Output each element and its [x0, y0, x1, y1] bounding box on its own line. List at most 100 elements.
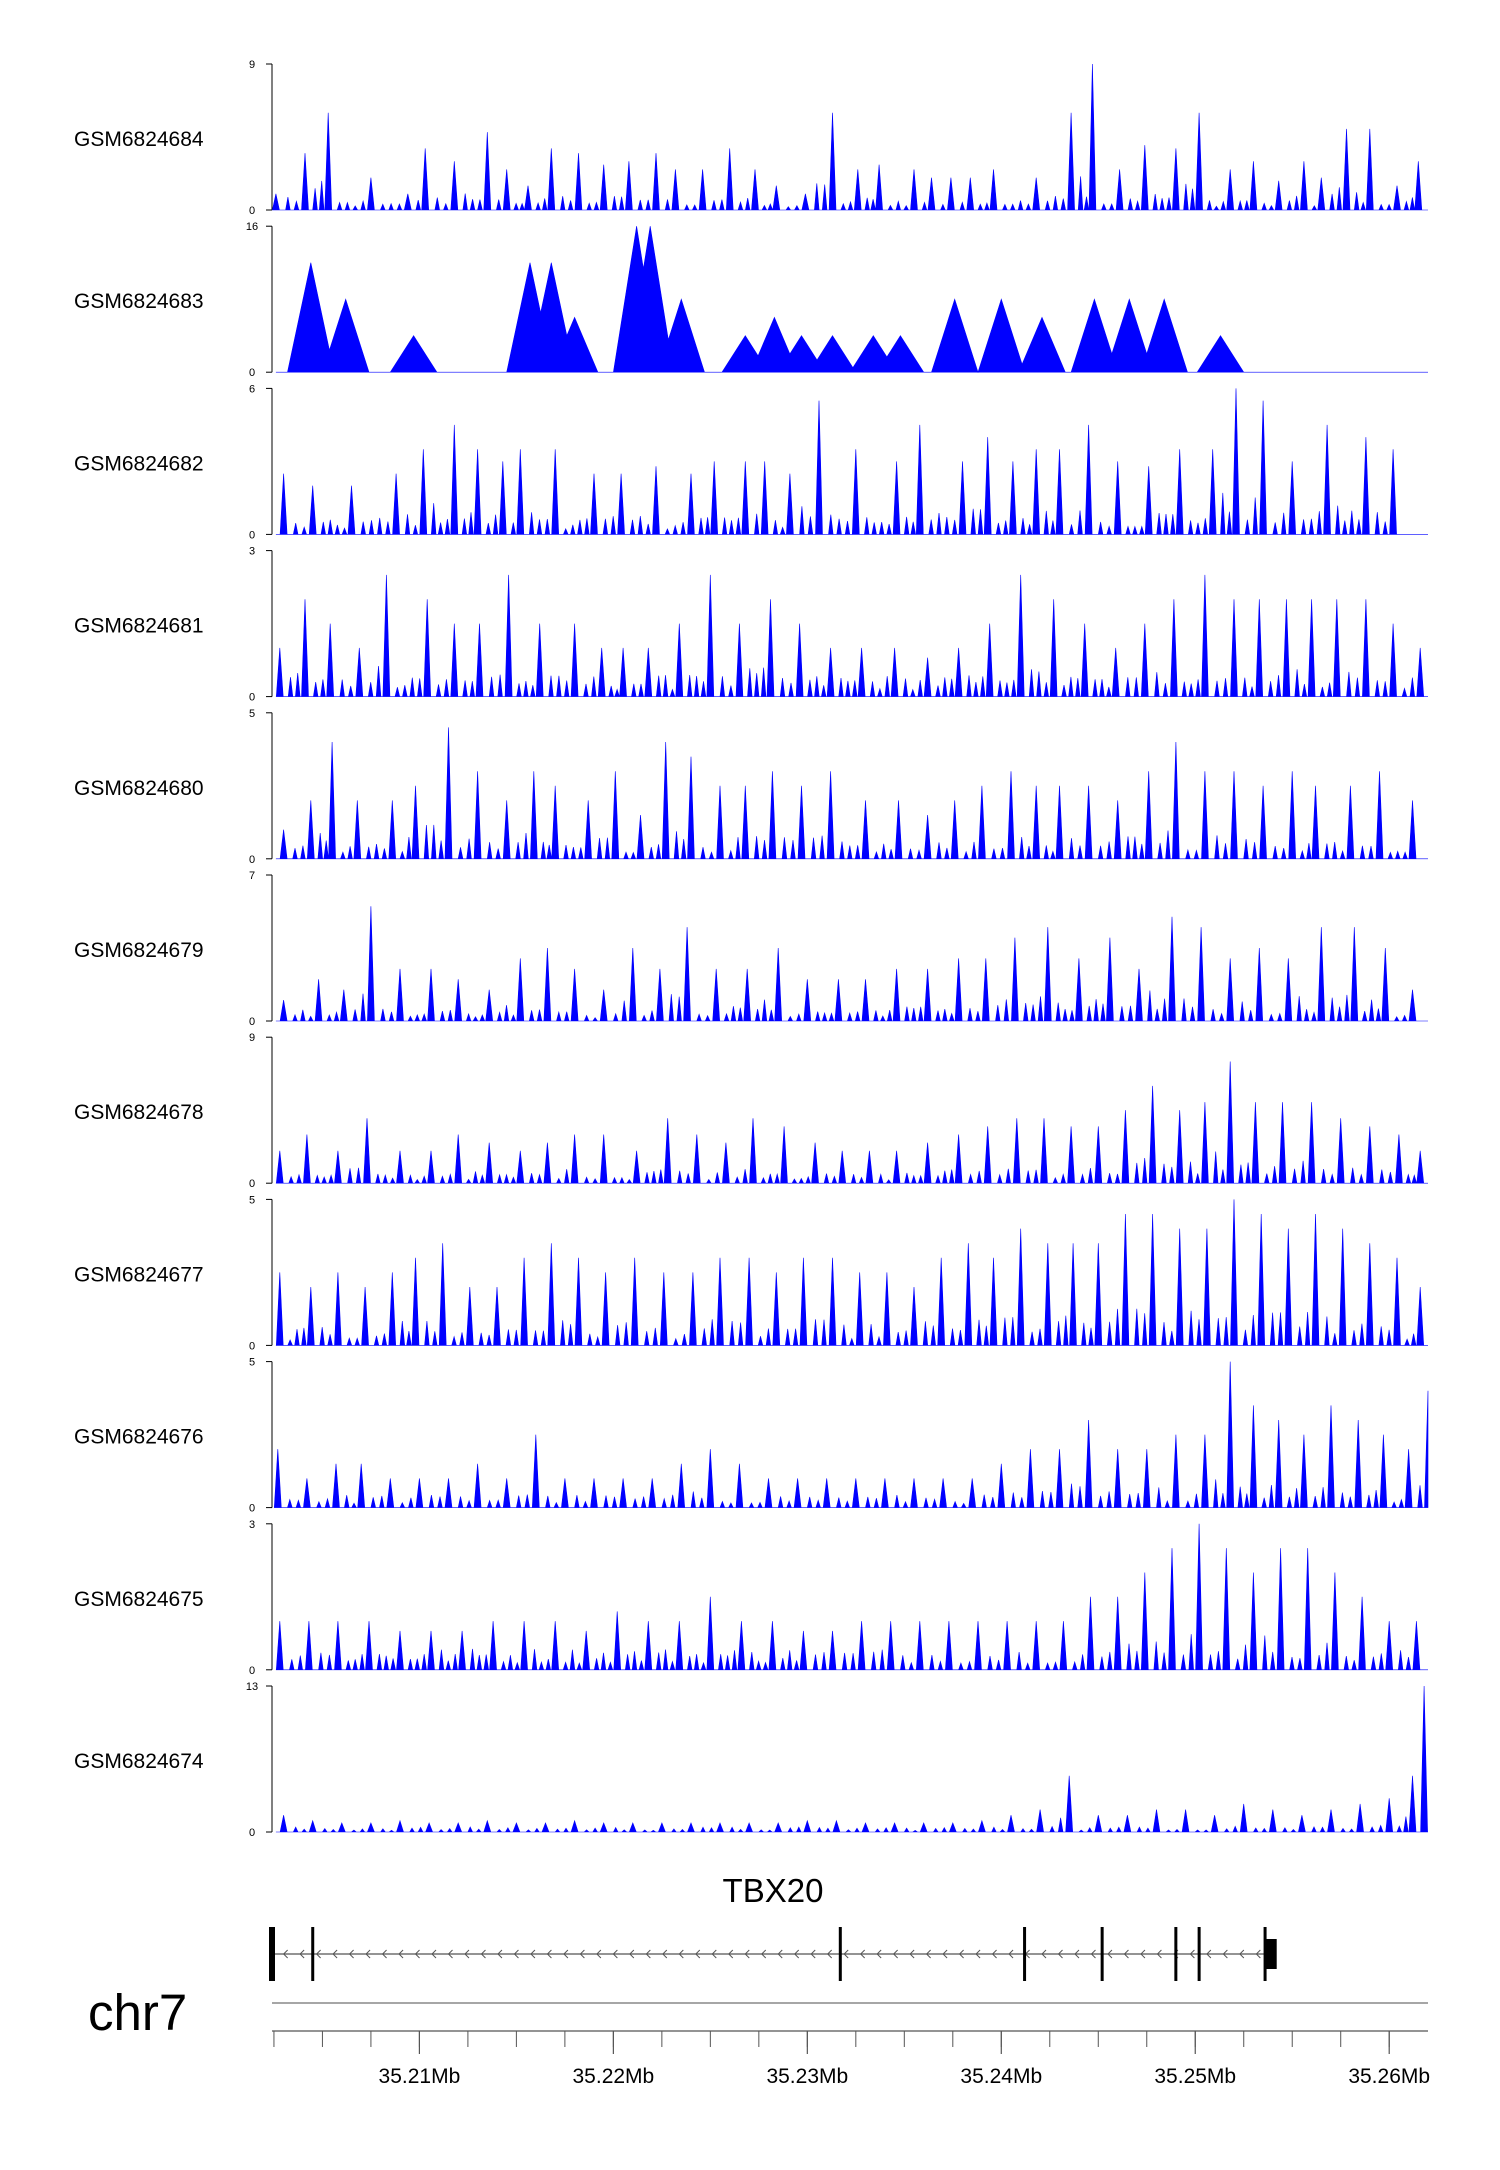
- y-max-label: 9: [249, 1032, 255, 1044]
- track-GSM6824678: GSM6824678 9 0: [74, 1032, 1428, 1190]
- strand-arrow: [1255, 1949, 1261, 1959]
- strand-arrow: [728, 1949, 734, 1959]
- strand-arrow: [892, 1949, 898, 1959]
- strand-arrow: [381, 1949, 387, 1959]
- track-GSM6824679: GSM6824679 7 0: [74, 870, 1428, 1028]
- strand-arrow: [991, 1949, 997, 1959]
- strand-arrow: [958, 1949, 964, 1959]
- strand-arrow: [1206, 1949, 1212, 1959]
- gene-utr-block: [1265, 1939, 1277, 1969]
- strand-arrow: [826, 1949, 833, 1959]
- strand-arrow: [431, 1949, 437, 1959]
- gene-exon: [1197, 1927, 1201, 1981]
- strand-arrow: [645, 1949, 651, 1959]
- strand-arrow: [744, 1949, 750, 1959]
- strand-arrow: [761, 1949, 767, 1959]
- strand-arrow: [1090, 1949, 1096, 1959]
- strand-arrow: [1222, 1949, 1228, 1959]
- gene-exon: [311, 1927, 315, 1981]
- strand-arrow: [530, 1949, 536, 1959]
- strand-arrow: [975, 1949, 981, 1959]
- y-max-label: 13: [246, 1681, 258, 1693]
- strand-arrow: [1008, 1949, 1014, 1959]
- strand-arrow: [299, 1949, 305, 1959]
- strand-arrow: [480, 1949, 486, 1959]
- track-label: GSM6824675: [74, 1588, 204, 1611]
- track-label: GSM6824678: [74, 1101, 204, 1124]
- strand-arrow: [612, 1949, 618, 1959]
- strand-arrow: [843, 1949, 849, 1959]
- strand-arrow: [332, 1949, 338, 1959]
- track-GSM6824677: GSM6824677 5 0: [74, 1194, 1428, 1352]
- strand-arrow: [513, 1949, 519, 1959]
- chromosome-label: chr7: [88, 1984, 187, 2041]
- strand-arrow: [1123, 1949, 1129, 1959]
- y-min-label: 0: [249, 529, 255, 541]
- y-max-label: 5: [249, 1194, 255, 1206]
- strand-arrow: [398, 1949, 404, 1959]
- coverage-area: [275, 906, 1428, 1022]
- track-label: GSM6824676: [74, 1426, 204, 1449]
- track-GSM6824675: GSM6824675 3 0: [74, 1519, 1428, 1677]
- strand-arrow: [546, 1949, 552, 1959]
- strand-arrow: [695, 1949, 701, 1959]
- y-min-label: 0: [249, 1340, 255, 1352]
- y-min-label: 0: [249, 1178, 255, 1190]
- gene-exon: [1174, 1927, 1178, 1981]
- strand-arrow: [662, 1949, 668, 1959]
- strand-arrow: [794, 1949, 800, 1959]
- strand-arrow: [777, 1949, 783, 1959]
- strand-arrow: [315, 1949, 321, 1959]
- y-max-label: 7: [249, 870, 255, 882]
- coverage-area: [275, 1199, 1428, 1346]
- coverage-area: [275, 1685, 1428, 1833]
- track-label: GSM6824677: [74, 1263, 204, 1286]
- track-GSM6824682: GSM6824682 6 0: [74, 383, 1428, 541]
- strand-arrow: [348, 1949, 354, 1959]
- y-min-label: 0: [249, 1016, 255, 1028]
- strand-arrow: [942, 1949, 948, 1959]
- y-max-label: 3: [249, 1519, 255, 1531]
- strand-arrow: [596, 1949, 602, 1959]
- track-label: GSM6824674: [74, 1750, 204, 1773]
- track-GSM6824684: GSM6824684 9 0: [74, 59, 1428, 217]
- strand-arrow: [629, 1949, 635, 1959]
- y-max-label: 9: [249, 59, 255, 71]
- strand-arrow: [497, 1949, 503, 1959]
- x-tick-label: 35.24Mb: [960, 2065, 1042, 2088]
- strand-arrow: [859, 1949, 866, 1959]
- strand-arrow: [464, 1949, 470, 1959]
- strand-arrow: [711, 1949, 717, 1959]
- strand-arrow: [810, 1949, 816, 1959]
- strand-arrow: [414, 1949, 420, 1959]
- strand-arrow: [1074, 1949, 1080, 1959]
- genome-axis: chr7 35.21Mb 35.22Mb 35.23Mb 35.24Mb 35.25Mb…: [88, 1984, 1430, 2088]
- gene-track: TBX20: [269, 1872, 1277, 1981]
- strand-arrow: [1239, 1949, 1245, 1959]
- gene-exon: [269, 1927, 275, 1981]
- strand-arrow: [282, 1949, 288, 1959]
- coverage-area: [275, 388, 1428, 535]
- track-label: GSM6824680: [74, 777, 204, 800]
- track-label: GSM6824683: [74, 290, 204, 313]
- strand-arrow: [909, 1949, 915, 1959]
- y-max-label: 6: [249, 383, 255, 395]
- strand-arrow: [1156, 1949, 1162, 1959]
- gene-exon: [838, 1927, 842, 1981]
- coverage-area: [275, 574, 1428, 697]
- strand-arrow: [447, 1949, 453, 1959]
- strand-arrow: [365, 1949, 371, 1959]
- y-min-label: 0: [249, 205, 255, 217]
- strand-arrow: [1057, 1949, 1063, 1959]
- track-GSM6824676: GSM6824676 5 0: [74, 1357, 1429, 1515]
- coverage-tracks: GSM682468490GSM6824683160GSM682468260GSM…: [74, 59, 1429, 1839]
- track-GSM6824674: GSM6824674 13 0: [74, 1681, 1428, 1839]
- y-min-label: 0: [249, 367, 255, 379]
- y-min-label: 0: [249, 1665, 255, 1677]
- x-tick-label: 35.22Mb: [573, 2065, 655, 2088]
- gene-exon: [1023, 1927, 1027, 1981]
- x-tick-label: 35.25Mb: [1154, 2065, 1236, 2088]
- strand-arrow: [1107, 1949, 1113, 1959]
- coverage-area: [275, 727, 1428, 860]
